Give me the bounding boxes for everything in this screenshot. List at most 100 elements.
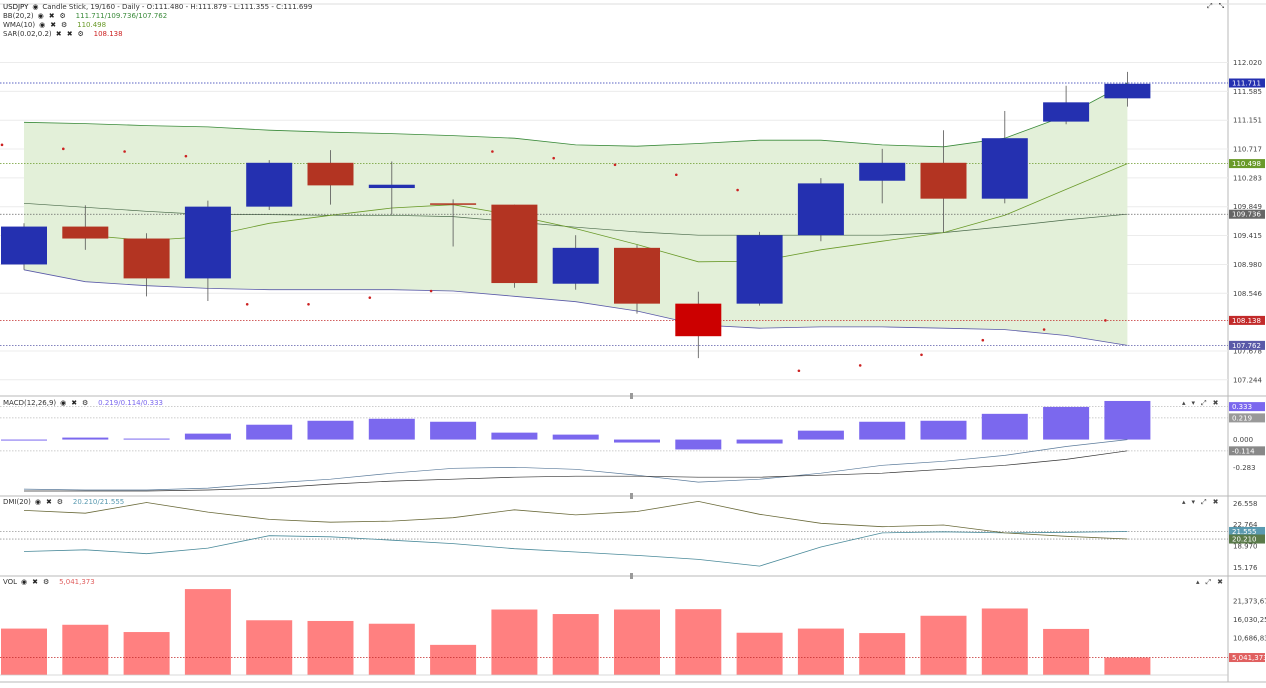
price-marker-label-bg (1229, 78, 1265, 88)
close-icon[interactable]: ✖ (71, 399, 78, 407)
dmi-marker-label-bg (1229, 534, 1265, 544)
volume-bar (552, 614, 599, 675)
macd-histogram-bar (736, 439, 783, 444)
price-tick-label: 111.585 (1233, 88, 1262, 96)
vol-values: 5,041,373 (59, 578, 95, 586)
eye-icon[interactable]: ◉ (60, 399, 67, 407)
close-icon[interactable]: ✖ (55, 30, 62, 38)
symbol-label[interactable]: USDJPY (3, 3, 29, 11)
close-icon[interactable]: ✖ (48, 12, 55, 20)
bb-label[interactable]: BB(20,2) (3, 12, 34, 20)
expand-icon[interactable]: ⤢ (1201, 498, 1207, 506)
candle-up (1043, 102, 1090, 122)
price-tick-label: 111.151 (1233, 117, 1262, 125)
eye-icon[interactable]: ◉ (21, 578, 28, 586)
candle-down (307, 162, 354, 186)
expand-icon[interactable]: ⤢ (1201, 399, 1207, 407)
price-marker-label: 108.138 (1232, 317, 1261, 325)
volume-bar (491, 609, 538, 675)
move-up-icon[interactable]: ▴ (1182, 498, 1186, 506)
eye-icon[interactable]: ◉ (32, 3, 39, 11)
sar-dot (0, 143, 4, 147)
close-icon[interactable]: ✖ (1217, 578, 1223, 586)
price-marker-label-bg (1229, 209, 1265, 219)
eye-icon[interactable]: ◉ (39, 21, 46, 29)
vol-label[interactable]: VOL (3, 578, 18, 586)
close-icon[interactable]: ✖ (50, 21, 57, 29)
sar-dot (858, 364, 862, 367)
sar-dot (1042, 328, 1046, 331)
vol-marker-label: 5,041,373 (1232, 654, 1266, 662)
sar-label[interactable]: SAR(0.02,0.2) (3, 30, 52, 38)
settings-icon[interactable]: ⚙ (77, 30, 84, 38)
volume-bar (1043, 628, 1090, 675)
wma-label[interactable]: WMA(10) (3, 21, 36, 29)
volume-bar (246, 620, 293, 675)
move-down-icon[interactable]: ▾ (1191, 498, 1196, 506)
close-icon[interactable]: ✖ (66, 30, 73, 38)
price-marker-label-bg (1229, 315, 1265, 325)
settings-icon[interactable]: ⚙ (42, 578, 50, 586)
price-marker-label: 109.736 (1232, 211, 1261, 219)
sar-header: SAR(0.02,0.2) ✖ ✖ ⚙ 108.138 (3, 30, 123, 39)
macd-histogram-bar (184, 433, 231, 440)
candle-down (430, 203, 477, 205)
macd-histogram-bar (430, 421, 477, 440)
candle-up (368, 184, 415, 189)
dmi-label[interactable]: DMI(20) (3, 498, 31, 506)
settings-icon[interactable]: ⚙ (82, 399, 89, 407)
plus-di-line (23, 531, 1128, 567)
macd-label[interactable]: MACD(12,26,9) (3, 399, 57, 407)
eye-icon[interactable]: ◉ (34, 498, 41, 506)
volume-bar (62, 624, 109, 675)
vol-tick-label: 21,373,676 (1233, 597, 1266, 605)
sar-dot (736, 188, 739, 192)
macd-line (23, 439, 1128, 491)
dmi-tick-label: 26.558 (1233, 500, 1258, 508)
close-icon[interactable]: ✖ (45, 498, 52, 506)
macd-histogram-bar (552, 434, 599, 440)
chart-info: Candle Stick, 19/160 - Daily - O:111.480… (42, 3, 313, 11)
close-icon[interactable]: ✖ (32, 578, 39, 586)
volume-bar (307, 620, 354, 675)
candle-up (552, 247, 599, 284)
vol-marker-label-bg (1229, 653, 1265, 663)
macd-marker-label: 0.333 (1232, 403, 1252, 411)
dmi-panel-controls: ▴ ▾ ⤢ ✖ (1182, 498, 1219, 507)
price-tick-label: 112.020 (1233, 59, 1262, 67)
settings-icon[interactable]: ⚙ (60, 21, 68, 29)
move-up-icon[interactable]: ▴ (1196, 578, 1200, 586)
sar-dot (123, 150, 126, 153)
wma-line (85, 163, 1128, 263)
macd-values: 0.219/0.114/0.333 (98, 399, 164, 407)
expand-icon[interactable]: ⤢ (1205, 578, 1212, 586)
eye-icon[interactable]: ◉ (37, 12, 44, 20)
maximize-icon[interactable]: ⤡ (1218, 2, 1225, 10)
close-icon[interactable]: ✖ (1212, 399, 1219, 407)
sar-dot (920, 353, 923, 357)
candle-up (246, 162, 293, 207)
bb-header: BB(20,2) ◉ ✖ ⚙ 111.711/109.736/107.762 (3, 12, 167, 21)
close-icon[interactable]: ✖ (1212, 498, 1219, 506)
move-up-icon[interactable]: ▴ (1182, 399, 1186, 407)
expand-icon[interactable]: ⤢ (1207, 2, 1213, 10)
panel-resize-handle (630, 393, 633, 399)
volume-bar (859, 633, 906, 675)
dmi-marker-label: 21.555 (1232, 528, 1257, 536)
macd-tick-label: -0.283 (1233, 464, 1256, 472)
volume-bar (797, 628, 844, 675)
volume-bar (123, 632, 170, 675)
macd-histogram-bar (1043, 406, 1090, 440)
wma-value: 110.498 (77, 21, 107, 29)
price-tick-label: 109.849 (1233, 203, 1262, 211)
dmi-marker-label: 20.210 (1232, 536, 1257, 544)
settings-icon[interactable]: ⚙ (59, 12, 66, 20)
move-down-icon[interactable]: ▾ (1191, 399, 1196, 407)
price-marker-label-bg (1229, 340, 1265, 350)
macd-histogram-bar (123, 438, 170, 440)
settings-icon[interactable]: ⚙ (56, 498, 64, 506)
macd-histogram-bar (1, 439, 47, 441)
dmi-marker-label-bg (1229, 526, 1265, 536)
minus-di-line (23, 500, 1128, 540)
